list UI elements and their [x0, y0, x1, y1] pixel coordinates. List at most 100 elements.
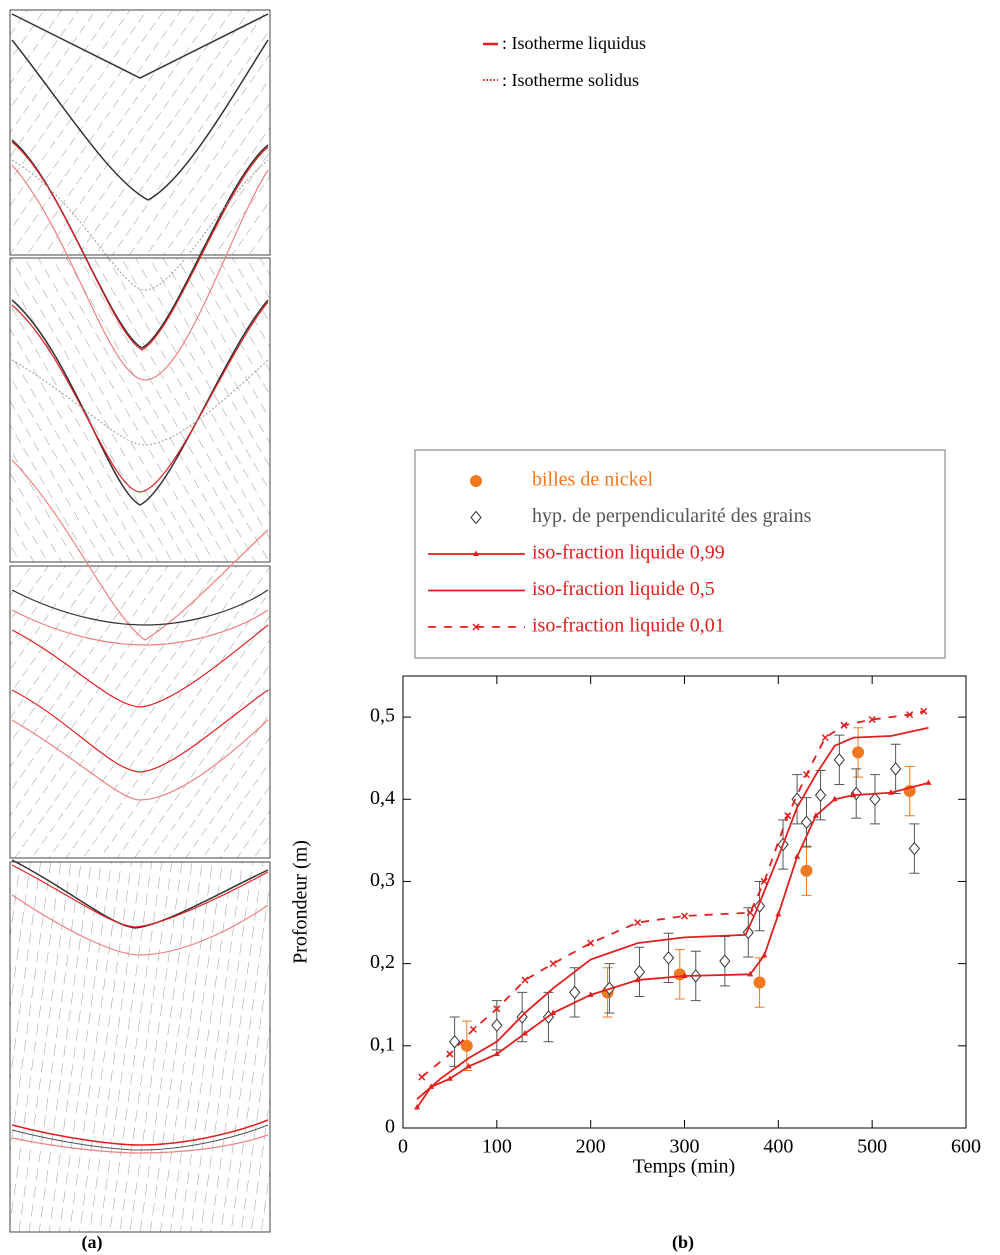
point: [800, 815, 813, 830]
point: [549, 960, 557, 968]
point: [760, 877, 768, 885]
point: [906, 711, 914, 719]
point: [550, 1009, 557, 1015]
point: [850, 791, 857, 798]
isotherm: [11, 1119, 269, 1146]
slice: [9, 257, 271, 563]
point: [868, 716, 876, 724]
isotherm: [11, 859, 269, 929]
point: [719, 954, 731, 968]
point: [521, 1029, 528, 1036]
isotherm: [11, 689, 269, 773]
legend-box: [414, 449, 946, 659]
point: [800, 864, 813, 877]
point: [469, 1025, 477, 1033]
legend-marker: [470, 510, 482, 525]
point: [465, 1062, 472, 1069]
x-tick-label: 0: [398, 1136, 408, 1158]
y-axis-label: Profondeur (m): [290, 840, 312, 964]
x-axis-label: Temps (min): [633, 1156, 735, 1178]
point: [446, 1075, 453, 1081]
crater: [11, 13, 269, 79]
panel-label: (a): [82, 1232, 103, 1253]
legend-label: iso-fraction liquide 0,01: [532, 615, 725, 637]
legend-marker: [470, 475, 482, 487]
point: [680, 912, 689, 920]
slice: [9, 861, 271, 1233]
point: [821, 734, 829, 742]
point: [446, 1050, 454, 1058]
isotherm: [11, 624, 269, 708]
legend-label: iso-fraction liquide 0,99: [532, 542, 725, 564]
isotherm: [11, 459, 269, 641]
y-tick-label: 0,1: [370, 1033, 395, 1055]
isotherms: [11, 13, 269, 1154]
x-tick-label: 600: [951, 1136, 981, 1158]
x-tick-label: 300: [670, 1136, 700, 1158]
y-tick-label: 0,2: [370, 951, 395, 973]
isotherm: [11, 299, 269, 506]
point: [840, 721, 848, 729]
isotherm: [11, 589, 269, 626]
point: [662, 951, 675, 965]
series-line: [416, 726, 929, 1100]
legend-marker: [472, 623, 480, 631]
panel-label: (b): [672, 1232, 694, 1253]
x-tick-label: 400: [763, 1136, 793, 1158]
point: [887, 789, 894, 795]
isotherm: [11, 164, 269, 381]
y-tick-label: 0,4: [370, 787, 395, 809]
point: [925, 779, 932, 785]
point: [833, 753, 845, 767]
point: [747, 970, 754, 977]
isotherm: [11, 894, 269, 956]
point: [634, 976, 641, 983]
y-tick-label: 0,5: [370, 705, 395, 727]
point: [753, 976, 766, 989]
slice: [9, 565, 271, 859]
point: [414, 1103, 421, 1110]
point: [869, 792, 881, 807]
point: [587, 991, 594, 997]
point: [812, 812, 819, 818]
point: [889, 762, 902, 776]
isotherm: [11, 141, 269, 351]
y-tick-label: 0: [385, 1116, 395, 1138]
point: [493, 1050, 500, 1057]
isotherm: [11, 719, 269, 801]
point: [634, 919, 642, 927]
point: [521, 976, 529, 984]
x-tick-label: 500: [857, 1136, 887, 1158]
isotherm: [11, 301, 269, 493]
ingot-drawing: [9, 9, 271, 1233]
point: [587, 939, 595, 947]
point: [802, 771, 811, 779]
point: [784, 812, 792, 820]
point: [569, 985, 581, 1000]
x-tick-label: 100: [482, 1136, 512, 1158]
series-line: [416, 781, 929, 1108]
point: [460, 1039, 473, 1052]
point: [633, 965, 646, 979]
legend-label: iso-fraction liquide 0,5: [532, 578, 715, 600]
legend-label: : Isotherme liquidus: [502, 33, 646, 53]
series-line: [421, 710, 924, 1078]
point: [852, 746, 865, 759]
x-tick-label: 200: [576, 1136, 606, 1158]
point: [831, 795, 838, 802]
isotherm: [11, 864, 269, 928]
point: [681, 972, 688, 978]
isotherm: [11, 609, 269, 646]
point: [746, 909, 754, 917]
legend-label: hyp. de perpendicularité des grains: [532, 505, 812, 527]
legend-marker: [473, 550, 479, 556]
plot-frame: [402, 675, 967, 1129]
point: [775, 910, 782, 917]
point: [418, 1073, 426, 1081]
point: [908, 841, 921, 856]
point: [761, 951, 768, 958]
legend-label: : Isotherme solidus: [502, 70, 639, 90]
point: [794, 853, 801, 859]
point: [448, 1034, 461, 1049]
